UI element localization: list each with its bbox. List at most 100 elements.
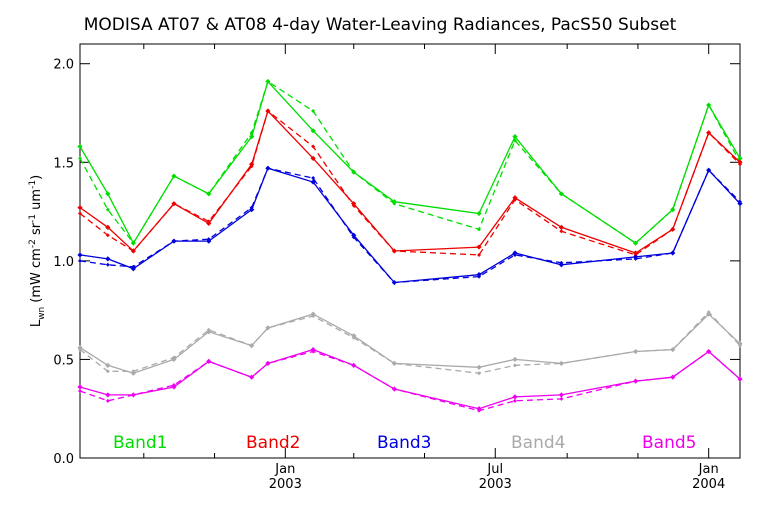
series-line-dashed <box>79 167 741 284</box>
data-point <box>265 78 271 85</box>
series-line-solid <box>79 80 741 245</box>
data-point <box>391 199 397 205</box>
data-point <box>105 262 110 267</box>
x-tick-label-month: Jan <box>698 462 719 477</box>
data-point <box>633 240 639 246</box>
data-point <box>633 348 639 355</box>
data-point <box>265 108 271 114</box>
data-point <box>737 201 743 207</box>
data-point <box>105 362 111 368</box>
data-point <box>105 392 111 398</box>
y-tick-label: 0.0 <box>53 452 74 467</box>
data-point <box>391 386 397 392</box>
series-band1 <box>77 78 743 246</box>
x-tick-label-year: 2003 <box>479 477 512 492</box>
series-line-solid <box>79 167 741 284</box>
data-point <box>171 201 177 207</box>
data-point <box>737 376 743 382</box>
data-point <box>477 227 482 232</box>
plot-frame <box>79 43 741 459</box>
y-tick-label: 0.5 <box>53 353 74 368</box>
data-point <box>633 254 639 260</box>
data-point <box>130 240 136 246</box>
data-point <box>706 102 712 108</box>
series-line-dashed <box>79 109 741 256</box>
data-point <box>311 144 316 149</box>
x-tick-label-year: 2003 <box>269 477 302 492</box>
data-point <box>558 224 564 230</box>
legend-item-band1: Band1 <box>113 433 167 453</box>
x-tick-label-year: 2004 <box>692 477 725 492</box>
series-band2 <box>77 108 743 257</box>
data-point <box>249 343 255 349</box>
data-point <box>105 398 110 403</box>
data-point <box>310 155 316 161</box>
data-point <box>512 134 518 140</box>
data-point <box>130 370 136 376</box>
data-point <box>206 358 212 364</box>
x-tick-label-month: Jul <box>486 462 503 477</box>
data-point <box>737 155 743 161</box>
data-point <box>311 109 316 114</box>
data-point <box>670 374 676 380</box>
data-point <box>171 356 177 363</box>
data-point <box>77 345 83 351</box>
data-point <box>558 392 564 398</box>
data-point <box>512 195 518 201</box>
data-point <box>249 161 255 167</box>
data-point <box>706 130 712 136</box>
data-point <box>249 207 255 213</box>
data-point <box>171 173 177 179</box>
data-point <box>78 211 82 216</box>
data-point <box>130 392 136 398</box>
data-point <box>512 363 517 368</box>
series-group <box>77 78 743 413</box>
data-point <box>77 143 83 150</box>
data-point <box>206 220 212 226</box>
x-tick-label-month: Jan <box>274 462 295 477</box>
data-point <box>351 362 357 368</box>
data-point <box>105 207 110 212</box>
data-point <box>105 191 111 197</box>
data-point <box>351 232 357 238</box>
data-point <box>105 233 110 238</box>
data-point <box>670 207 676 213</box>
legend-item-band5: Band5 <box>642 433 696 453</box>
legend-item-band2: Band2 <box>246 433 300 453</box>
data-point <box>476 210 482 217</box>
data-point <box>105 256 111 262</box>
data-point <box>670 250 676 256</box>
data-point <box>78 388 82 393</box>
data-point <box>706 167 712 173</box>
data-point <box>670 346 676 353</box>
data-point <box>476 244 482 250</box>
data-point <box>512 398 517 403</box>
data-point <box>310 346 316 353</box>
y-tick-label: 1.5 <box>53 156 74 171</box>
data-point <box>310 311 316 317</box>
data-point <box>706 348 712 355</box>
data-point <box>77 384 83 390</box>
data-point <box>206 191 212 197</box>
series-line-solid <box>79 109 741 254</box>
series-band3 <box>77 165 743 286</box>
data-point <box>558 191 564 197</box>
data-point <box>130 248 136 254</box>
y-axis-label: Lwn (mW cm-2 sr-1 um-1) <box>28 175 47 327</box>
data-point <box>476 406 482 412</box>
data-point <box>105 369 110 374</box>
data-point <box>311 176 316 181</box>
data-point <box>477 252 482 257</box>
data-point <box>391 279 397 286</box>
legend: Band1 Band2 Band3 Band4 Band5 <box>113 433 696 453</box>
data-point <box>265 360 271 366</box>
data-point <box>512 356 518 363</box>
data-point <box>105 224 111 230</box>
data-point <box>78 258 82 263</box>
data-point <box>265 325 271 331</box>
data-point <box>633 250 639 256</box>
data-point <box>391 360 397 366</box>
data-point <box>265 165 271 171</box>
data-point <box>206 329 212 335</box>
